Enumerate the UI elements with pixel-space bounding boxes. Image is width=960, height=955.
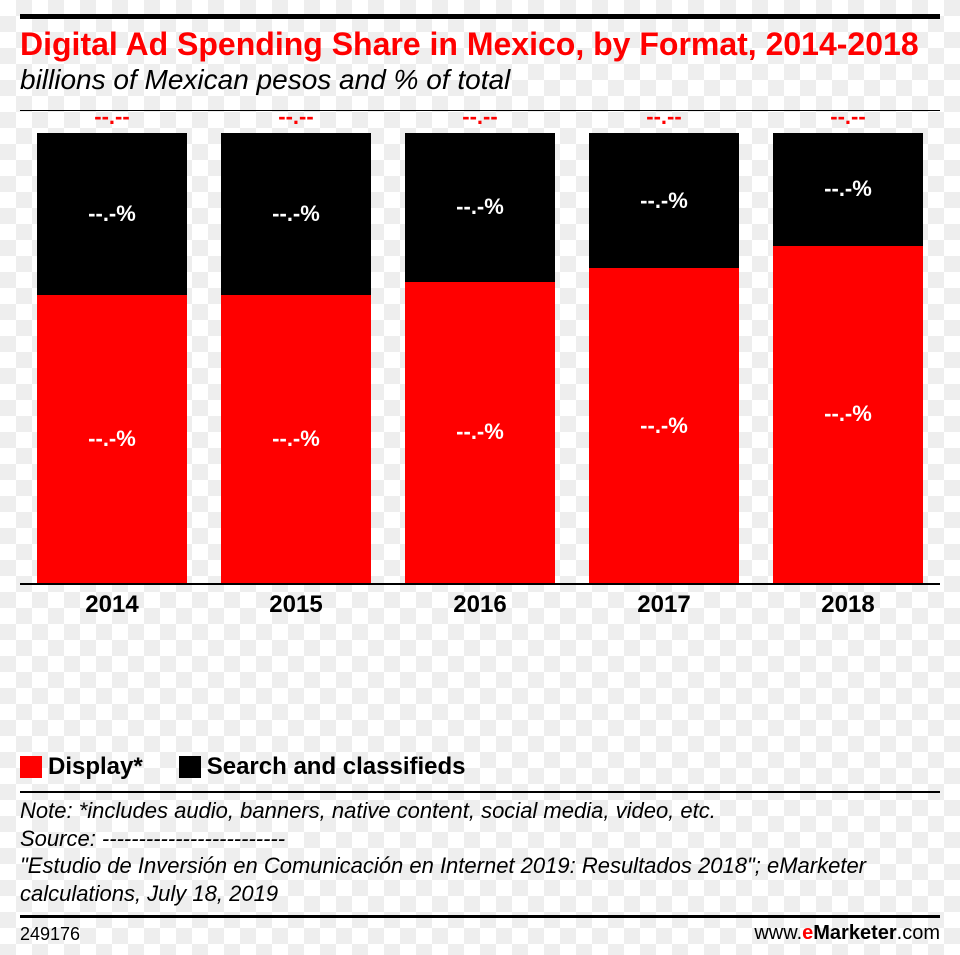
x-axis-label: 2015 — [221, 591, 371, 619]
note-line-3: "Estudio de Inversión en Comunicación en… — [20, 852, 940, 907]
bar-total-label: --.-- — [646, 104, 681, 130]
chart-title: Digital Ad Spending Share in Mexico, by … — [20, 27, 940, 62]
bar-segment-search: --.-% — [405, 133, 555, 282]
legend: Display* Search and classifieds — [20, 753, 940, 781]
bar-segment-display: --.-% — [221, 295, 371, 583]
bar-group-2015: --.----.-%--.-% — [221, 111, 371, 583]
bar-group-2014: --.----.-%--.-% — [37, 111, 187, 583]
x-axis-label: 2014 — [37, 591, 187, 619]
notes-rule — [20, 791, 940, 793]
bar-segment-display: --.-% — [37, 295, 187, 583]
stacked-bar: --.-%--.-% — [405, 133, 555, 583]
bar-segment-search: --.-% — [221, 133, 371, 295]
bar-total-label: --.-- — [830, 104, 865, 130]
stacked-bar: --.-%--.-% — [221, 133, 371, 583]
bar-group-2017: --.----.-%--.-% — [589, 111, 739, 583]
bar-segment-display: --.-% — [589, 268, 739, 583]
bar-segment-search: --.-% — [773, 133, 923, 246]
brand-marketer: Marketer — [813, 922, 896, 944]
bar-segment-display: --.-% — [773, 246, 923, 584]
legend-item: Search and classifieds — [179, 753, 466, 781]
legend-label: Search and classifieds — [207, 753, 466, 781]
stacked-bar: --.-%--.-% — [589, 133, 739, 583]
note-line-1: Note: *includes audio, banners, native c… — [20, 797, 940, 825]
bar-segment-search: --.-% — [589, 133, 739, 268]
brand-prefix: www. — [754, 922, 802, 944]
bar-group-2016: --.----.-%--.-% — [405, 111, 555, 583]
brand-suffix: .com — [897, 922, 940, 944]
stacked-bar: --.-%--.-% — [773, 133, 923, 583]
bar-total-label: --.-- — [278, 104, 313, 130]
brand-url: www.eMarketer.com — [754, 922, 940, 945]
legend-label: Display* — [48, 753, 143, 781]
notes-block: Note: *includes audio, banners, native c… — [20, 797, 940, 907]
bar-segment-search: --.-% — [37, 133, 187, 295]
bar-total-label: --.-- — [94, 104, 129, 130]
bar-segment-display: --.-% — [405, 282, 555, 584]
bar-total-label: --.-- — [462, 104, 497, 130]
legend-swatch — [20, 756, 42, 778]
legend-swatch — [179, 756, 201, 778]
brand-e: e — [802, 922, 813, 944]
x-axis-label: 2016 — [405, 591, 555, 619]
chart-id: 249176 — [20, 924, 80, 945]
stacked-bar: --.-%--.-% — [37, 133, 187, 583]
bar-group-2018: --.----.-%--.-% — [773, 111, 923, 583]
chart-plot-area: --.----.-%--.-%--.----.-%--.-%--.----.-%… — [20, 110, 940, 585]
x-axis-label: 2018 — [773, 591, 923, 619]
note-line-2: Source: ------------------------- — [20, 825, 940, 853]
top-rule — [20, 14, 940, 19]
legend-item: Display* — [20, 753, 143, 781]
x-axis-label: 2017 — [589, 591, 739, 619]
chart-subtitle: billions of Mexican pesos and % of total — [20, 64, 940, 96]
